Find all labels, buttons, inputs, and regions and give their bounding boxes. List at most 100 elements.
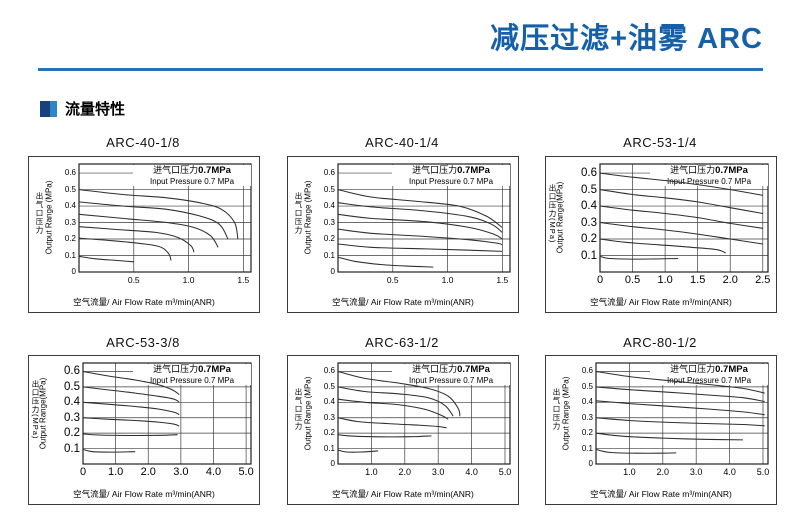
x-tick-label: 4.0 — [205, 466, 222, 478]
y-tick-label: 0.1 — [323, 250, 335, 260]
annotation-cn: 进气口压力 — [670, 364, 716, 374]
annotation-line1: 进气口压力0.7MPa — [395, 165, 507, 177]
y-tick-label: 0.2 — [581, 428, 593, 438]
input-pressure-annotation: 进气口压力0.7MPa Input Pressure 0.7 MPa — [133, 165, 251, 187]
y-tick-label: 0 — [588, 459, 593, 468]
y-tick-label: 0.1 — [64, 442, 80, 455]
x-tick-label: 0 — [79, 466, 87, 478]
x-tick-label: 5.0 — [756, 467, 770, 477]
y-tick-label: 0.6 — [581, 366, 593, 376]
x-tick-label: 1.0 — [107, 466, 124, 478]
y-tick-label: 0.4 — [64, 396, 80, 409]
annotation-line1: 进气口压力0.7MPa — [136, 165, 248, 177]
x-tick-label: 4.0 — [465, 467, 478, 477]
annotation-line1: 进气口压力0.7MPa — [395, 364, 507, 376]
y-tick-label: 0.2 — [323, 234, 335, 244]
chart-card: 进气口压力0.7MPa Input Pressure 0.7 MPa 0 0.1 0.2… — [28, 156, 260, 313]
y-tick-label: 0.1 — [64, 250, 76, 260]
title-rule — [38, 68, 763, 71]
page-title: 减压过滤+油雾 ARC — [490, 23, 763, 55]
x-tick-label: 0.5 — [624, 274, 641, 286]
y-tick-label: 0.5 — [323, 381, 335, 391]
x-tick-label: 1.0 — [365, 467, 378, 477]
x-axis-title: 空气流量/ Air Flow Rate m³/min(ANR) — [332, 489, 474, 499]
annotation-cn: 进气口压力 — [412, 364, 458, 374]
annotation-cn: 进气口压力 — [153, 364, 199, 374]
y-tick-label: 0.6 — [64, 168, 76, 178]
annotation-line2: Input Pressure 0.7 MPa — [149, 176, 235, 186]
input-pressure-annotation: 进气口压力0.7MPa Input Pressure 0.7 MPa — [392, 364, 510, 386]
y-tick-label: 0.5 — [323, 184, 335, 194]
y-tick-label: 0.2 — [64, 234, 76, 244]
section-header: 流量特性 — [40, 98, 125, 119]
y-tick-label: 0.1 — [581, 249, 597, 262]
x-tick-label: 3.0 — [689, 467, 703, 477]
section-square-icon — [40, 100, 57, 117]
x-axis-title: 空气流量/ Air Flow Rate m³/min(ANR) — [73, 489, 215, 499]
chart-title: ARC-80-1/2 — [623, 335, 697, 350]
x-tick-label: 1.0 — [441, 275, 454, 285]
y-axis-label-cn: 出口压力(MPa) — [548, 184, 557, 244]
annotation-cn: 进气口压力 — [153, 165, 199, 175]
y-axis-label-cn: 出气口压力 — [35, 192, 44, 235]
chart-title: ARC-53-1/4 — [623, 135, 697, 150]
x-axis-title: 空气流量/ Air Flow Rate m³/min(ANR) — [332, 297, 474, 307]
x-tick-label: 3.0 — [431, 467, 445, 477]
y-tick-label: 0.2 — [323, 428, 335, 438]
y-axis-label-cn: 出气口压力 — [552, 387, 561, 431]
chart-title: ARC-63-1/2 — [365, 335, 439, 350]
x-tick-label: 1.5 — [496, 275, 509, 285]
x-tick-label: 1.5 — [237, 275, 250, 285]
chart-card: 进气口压力0.7MPa Input Pressure 0.7 MPa 0.1 0.2 0… — [545, 156, 777, 313]
y-tick-label: 0.5 — [64, 184, 76, 194]
y-tick-label: 0.5 — [64, 380, 80, 393]
y-tick-label: 0.3 — [64, 217, 76, 227]
y-tick-label: 0.3 — [581, 412, 593, 422]
chart-title: ARC-40-1/4 — [365, 135, 439, 150]
y-tick-label: 0.2 — [64, 427, 80, 440]
x-tick-label: 0 — [596, 274, 604, 286]
input-pressure-annotation: 进气口压力0.7MPa Input Pressure 0.7 MPa — [392, 165, 510, 187]
chart-card: 进气口压力0.7MPa Input Pressure 0.7 MPa 0.1 0.2 0… — [28, 355, 260, 505]
x-tick-label: 2.0 — [656, 467, 670, 477]
x-tick-label: 5.0 — [498, 467, 512, 477]
annotation-line1: 进气口压力0.7MPa — [653, 165, 765, 177]
y-tick-label: 0.4 — [581, 200, 597, 213]
y-tick-label: 0 — [330, 267, 335, 276]
annotation-value: 0.7MPa — [198, 165, 231, 176]
x-tick-label: 5.0 — [238, 466, 254, 478]
x-tick-label: 0.5 — [127, 275, 140, 285]
chart-title: ARC-53-3/8 — [106, 335, 180, 350]
input-pressure-annotation: 进气口压力0.7MPa Input Pressure 0.7 MPa — [650, 165, 768, 187]
input-pressure-annotation: 进气口压力0.7MPa Input Pressure 0.7 MPa — [650, 364, 768, 386]
y-tick-label: 0.4 — [323, 397, 335, 407]
y-tick-label: 0.1 — [323, 443, 335, 453]
x-tick-label: 0.5 — [386, 275, 399, 285]
y-tick-label: 0.3 — [323, 412, 335, 422]
annotation-value: 0.7MPa — [715, 364, 748, 375]
annotation-value: 0.7MPa — [198, 364, 231, 375]
y-tick-label: 0 — [330, 459, 335, 468]
y-tick-label: 0.1 — [581, 443, 593, 453]
y-axis-label-cn: 出口压力(MPa) — [31, 379, 40, 439]
input-pressure-annotation: 进气口压力0.7MPa Input Pressure 0.7 MPa — [133, 364, 251, 386]
y-tick-label: 0.6 — [581, 167, 597, 180]
y-tick-label: 0.3 — [323, 217, 335, 227]
annotation-line2: Input Pressure 0.7 MPa — [666, 375, 752, 385]
annotation-line2: Input Pressure 0.7 MPa — [149, 375, 235, 385]
annotation-line2: Input Pressure 0.7 MPa — [408, 176, 494, 186]
annotation-value: 0.7MPa — [457, 364, 490, 375]
section-label: 流量特性 — [65, 101, 126, 118]
x-tick-label: 1.0 — [623, 467, 636, 477]
y-tick-label: 0.5 — [581, 183, 597, 196]
annotation-line1: 进气口压力0.7MPa — [136, 364, 248, 376]
annotation-cn: 进气口压力 — [670, 165, 716, 175]
chart-card: 进气口压力0.7MPa Input Pressure 0.7 MPa 0 0.1 0.2… — [287, 355, 519, 505]
y-axis-label-cn: 出气口压力 — [294, 192, 303, 235]
annotation-cn: 进气口压力 — [412, 165, 458, 175]
x-axis-title: 空气流量/ Air Flow Rate m³/min(ANR) — [73, 297, 215, 307]
chart-card: 进气口压力0.7MPa Input Pressure 0.7 MPa 0 0.1 0.2… — [287, 156, 519, 313]
x-axis-title: 空气流量/ Air Flow Rate m³/min(ANR) — [590, 489, 732, 499]
annotation-line2: Input Pressure 0.7 MPa — [666, 176, 752, 186]
y-tick-label: 0.6 — [64, 365, 80, 378]
